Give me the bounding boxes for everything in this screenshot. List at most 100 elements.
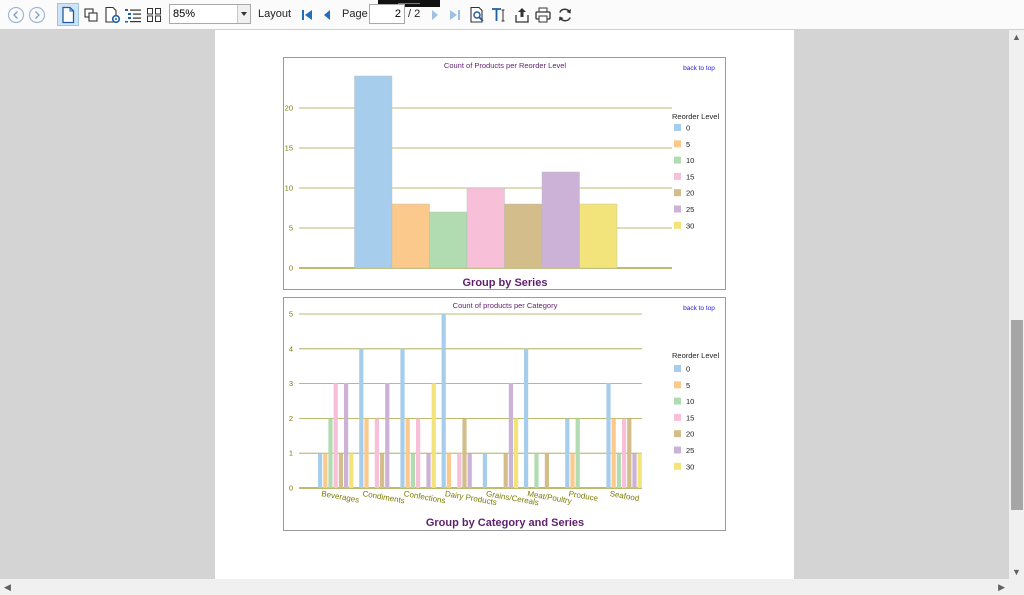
- toolbar: 85% Layout Page 2 / 2: [0, 0, 1024, 30]
- bar: [349, 453, 354, 488]
- scroll-up-icon[interactable]: ▲: [1012, 32, 1021, 42]
- bar: [426, 453, 431, 488]
- legend-swatch: [674, 140, 681, 148]
- bar: [400, 348, 405, 488]
- single-page-view-button[interactable]: [57, 3, 79, 26]
- chart-products-per-category: Count of products per Category back to t…: [283, 297, 726, 531]
- page-number-input[interactable]: 2: [369, 4, 405, 24]
- legend-label: 20: [686, 189, 694, 198]
- y-tick-label: 5: [289, 224, 293, 233]
- first-page-icon: [302, 9, 312, 20]
- find-button[interactable]: [468, 3, 488, 26]
- bar: [429, 211, 468, 269]
- chart-subtitle: Group by Category and Series: [426, 517, 584, 529]
- next-page-icon: [432, 9, 438, 20]
- bar: [405, 418, 410, 488]
- text-cursor-icon: [492, 7, 505, 21]
- list-icon: [125, 8, 141, 22]
- y-tick-label: 20: [285, 104, 293, 113]
- back-to-top-link[interactable]: back to top: [683, 65, 715, 72]
- document-map-button[interactable]: [123, 3, 143, 26]
- bar: [333, 383, 338, 488]
- y-tick-label: 10: [285, 184, 293, 193]
- next-page-button[interactable]: [427, 3, 443, 26]
- legend-swatch: [674, 381, 681, 389]
- horizontal-scrollbar[interactable]: ◀ ▶: [0, 579, 1009, 595]
- page-label: Page: [342, 8, 368, 20]
- legend-swatch: [674, 462, 681, 470]
- copy-pages-icon: [84, 7, 98, 22]
- bar: [575, 418, 580, 488]
- legend-label: 10: [686, 156, 694, 165]
- bar: [446, 453, 451, 488]
- refresh-button[interactable]: [555, 3, 575, 26]
- bar: [410, 453, 415, 488]
- page-total: / 2: [408, 8, 421, 20]
- last-page-button[interactable]: [447, 3, 463, 26]
- bar: [354, 75, 393, 269]
- legend-label: 15: [686, 172, 694, 181]
- legend-title: Reorder Level: [672, 112, 719, 121]
- zoom-select[interactable]: 85%: [169, 4, 251, 24]
- bar: [524, 348, 529, 488]
- search-page-icon: [470, 6, 484, 23]
- legend-swatch: [674, 430, 681, 438]
- bar: [565, 418, 570, 488]
- chart-subtitle: Group by Series: [463, 277, 548, 289]
- legend-label: 20: [686, 430, 694, 439]
- scroll-left-icon[interactable]: ◀: [4, 582, 11, 592]
- legend-label: 30: [686, 221, 694, 230]
- previous-page-icon: [324, 9, 330, 20]
- first-page-button[interactable]: [299, 3, 315, 26]
- legend-label: 15: [686, 413, 694, 422]
- bar: [374, 418, 379, 488]
- print-button[interactable]: [533, 3, 553, 26]
- chevron-down-icon[interactable]: [237, 5, 250, 23]
- legend-swatch: [674, 221, 681, 229]
- scroll-down-icon[interactable]: ▼: [1012, 567, 1021, 577]
- bar: [323, 453, 328, 488]
- y-tick-label: 4: [289, 344, 293, 353]
- bar: [570, 453, 575, 488]
- bar: [632, 453, 637, 488]
- bar: [504, 203, 543, 269]
- legend-label: 30: [686, 462, 694, 471]
- bar: [514, 418, 519, 488]
- export-icon: [515, 7, 529, 23]
- zoom-value: 85%: [173, 8, 196, 20]
- bar: [482, 453, 487, 488]
- back-to-top-link[interactable]: back to top: [683, 305, 715, 312]
- bar: [637, 453, 642, 488]
- previous-page-button[interactable]: [319, 3, 335, 26]
- legend-swatch: [674, 156, 681, 164]
- toolbar-drag-handle[interactable]: [378, 0, 440, 7]
- legend-label: 25: [686, 205, 694, 214]
- bar: [380, 453, 385, 488]
- x-tick-label: Produce: [568, 489, 599, 503]
- bar: [416, 418, 421, 488]
- bar: [503, 453, 508, 488]
- bar: [541, 171, 580, 269]
- layout-button[interactable]: Layout: [258, 8, 292, 20]
- export-button[interactable]: [512, 3, 532, 26]
- legend-swatch: [674, 365, 681, 372]
- chart-canvas: Count of Products per Reorder Level back…: [285, 61, 720, 289]
- x-tick-label: Confections: [403, 489, 446, 505]
- page-setup-button[interactable]: [102, 3, 122, 26]
- legend-label: 25: [686, 446, 694, 455]
- chart-products-per-reorder-level: Count of Products per Reorder Level back…: [283, 57, 726, 290]
- back-button[interactable]: [6, 3, 26, 26]
- text-select-button[interactable]: [489, 3, 509, 26]
- back-arrow-icon: [7, 6, 25, 23]
- legend-label: 5: [686, 381, 690, 390]
- bar: [611, 418, 616, 488]
- scroll-right-icon[interactable]: ▶: [998, 582, 1005, 592]
- continuous-view-button[interactable]: [81, 3, 101, 26]
- x-tick-label: Beverages: [321, 489, 360, 505]
- legend-swatch: [674, 413, 681, 421]
- forward-button[interactable]: [27, 3, 47, 26]
- legend-swatch: [674, 205, 681, 213]
- legend-label: 5: [686, 140, 690, 149]
- vertical-scroll-thumb[interactable]: [1011, 320, 1023, 510]
- multi-page-view-button[interactable]: [144, 3, 164, 26]
